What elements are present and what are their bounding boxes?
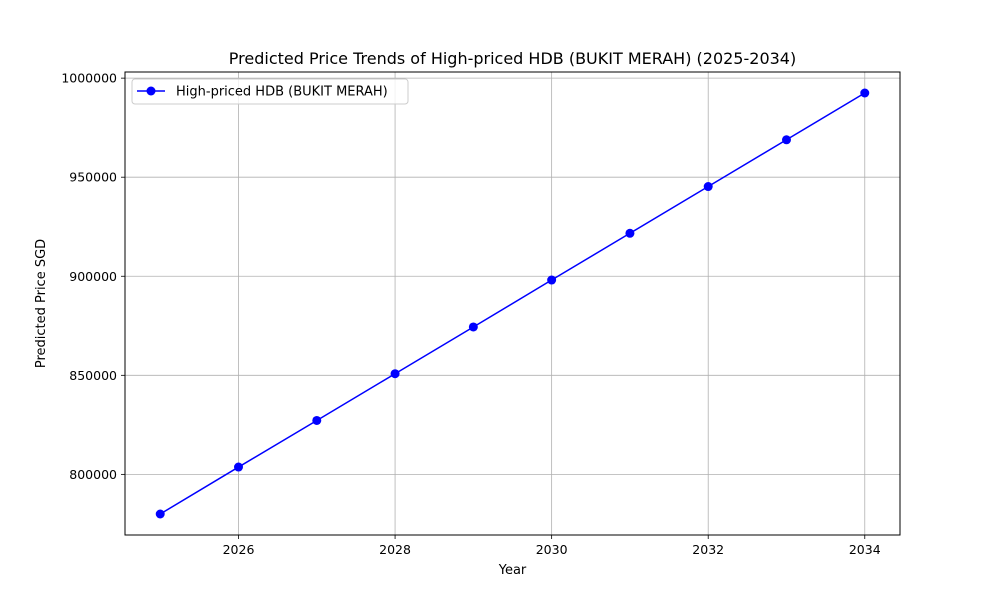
series-line: [159, 92, 866, 515]
legend-marker-sample: [146, 86, 156, 96]
plot-area-frame: [124, 71, 901, 536]
legend: High-priced HDB (BUKIT MERAH): [131, 78, 409, 105]
y-tick-label: 850000: [69, 368, 117, 383]
x-axis-label: Year: [498, 563, 527, 578]
x-tick-label: 2026: [223, 542, 255, 557]
data-point-2030: [547, 275, 557, 285]
data-point-2031: [625, 228, 635, 238]
data-point-2026: [234, 462, 244, 472]
data-point-2032: [703, 182, 713, 192]
data-point-2034: [860, 88, 870, 98]
data-series: [155, 88, 870, 519]
data-point-2027: [312, 415, 322, 425]
x-tick-label: 2032: [692, 542, 724, 557]
y-axis-label: Predicted Price SGD: [34, 239, 49, 368]
y-tick-label: 950000: [69, 170, 117, 185]
x-tick-label: 2034: [849, 542, 881, 557]
chart-title: Predicted Price Trends of High-priced HD…: [229, 49, 796, 68]
y-tick-label: 800000: [69, 467, 117, 482]
data-point-2029: [468, 322, 478, 332]
x-tick-label: 2030: [536, 542, 568, 557]
legend-entry-label: High-priced HDB (BUKIT MERAH): [176, 85, 388, 100]
data-point-2033: [781, 135, 791, 145]
data-point-2025: [155, 509, 165, 519]
data-point-2028: [390, 369, 400, 379]
y-tick-label: 1000000: [61, 71, 117, 86]
axis-ticks: 2026 2028 2030 2032 2034 800000 850000 900000 95…: [61, 71, 880, 557]
y-tick-label: 900000: [69, 269, 117, 284]
grid-lines: [125, 72, 900, 535]
x-tick-label: 2028: [379, 542, 411, 557]
legend-box: [131, 78, 409, 105]
